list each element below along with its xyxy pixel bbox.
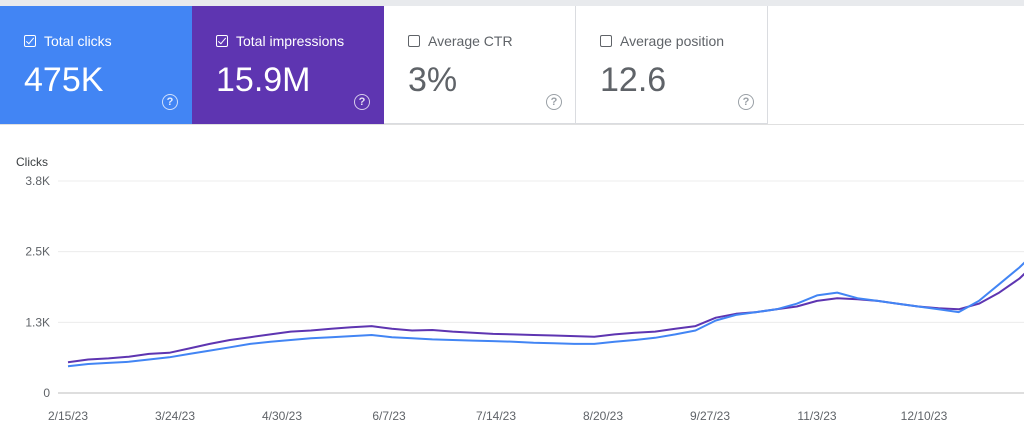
average-position-card[interactable]: Average position 12.6 ?	[576, 6, 768, 124]
total-impressions-card[interactable]: Total impressions 15.9M ?	[192, 6, 384, 124]
total-impressions-header: Total impressions	[216, 33, 344, 49]
question-circle-icon[interactable]: ?	[546, 94, 562, 110]
y-axis-label: Clicks	[16, 155, 48, 169]
checkbox-checked-icon[interactable]	[216, 35, 228, 47]
total-clicks-value: 475K	[24, 61, 104, 99]
clicks-impressions-chart: Clicks 0 1.3K 2.5K 3.8K 2/15/23 3/24/23 4/30/23…	[16, 155, 1024, 423]
total-clicks-card[interactable]: Total clicks 475K ?	[0, 6, 192, 124]
x-tick-label: 9/27/23	[690, 409, 730, 423]
y-tick-label: 1.3K	[25, 315, 50, 329]
question-circle-icon[interactable]: ?	[162, 94, 178, 110]
checkbox-unchecked-icon[interactable]	[408, 35, 420, 47]
x-tick-label: 3/24/23	[155, 409, 195, 423]
y-tick-label: 0	[43, 386, 50, 400]
average-ctr-header: Average CTR	[408, 33, 513, 49]
total-impressions-value: 15.9M	[216, 61, 311, 99]
x-tick-label: 12/10/23	[901, 409, 948, 423]
average-ctr-card[interactable]: Average CTR 3% ?	[384, 6, 576, 124]
average-position-header: Average position	[600, 33, 724, 49]
average-ctr-value: 3%	[408, 61, 458, 99]
question-circle-icon[interactable]: ?	[738, 94, 754, 110]
x-tick-label: 7/14/23	[476, 409, 516, 423]
average-ctr-label: Average CTR	[428, 33, 513, 49]
y-tick-label: 2.5K	[25, 245, 50, 259]
x-tick-label: 6/7/23	[372, 409, 406, 423]
average-position-value: 12.6	[600, 61, 667, 99]
performance-panel: Total clicks 475K ? Total impressions 15…	[0, 6, 1024, 441]
clicks-line	[67, 261, 1024, 368]
metric-cards: Total clicks 475K ? Total impressions 15…	[0, 6, 768, 124]
divider	[0, 124, 1024, 125]
total-clicks-label: Total clicks	[44, 33, 112, 49]
impressions-line	[67, 272, 1024, 364]
total-clicks-header: Total clicks	[24, 33, 112, 49]
x-tick-label: 2/15/23	[48, 409, 88, 423]
checkbox-unchecked-icon[interactable]	[600, 35, 612, 47]
x-tick-label: 4/30/23	[262, 409, 302, 423]
y-tick-label: 3.8K	[25, 174, 50, 188]
x-tick-label: 11/3/23	[797, 409, 836, 423]
checkbox-checked-icon[interactable]	[24, 35, 36, 47]
x-tick-label: 8/20/23	[583, 409, 623, 423]
question-circle-icon[interactable]: ?	[354, 94, 370, 110]
total-impressions-label: Total impressions	[236, 33, 345, 49]
average-position-label: Average position	[620, 33, 725, 49]
